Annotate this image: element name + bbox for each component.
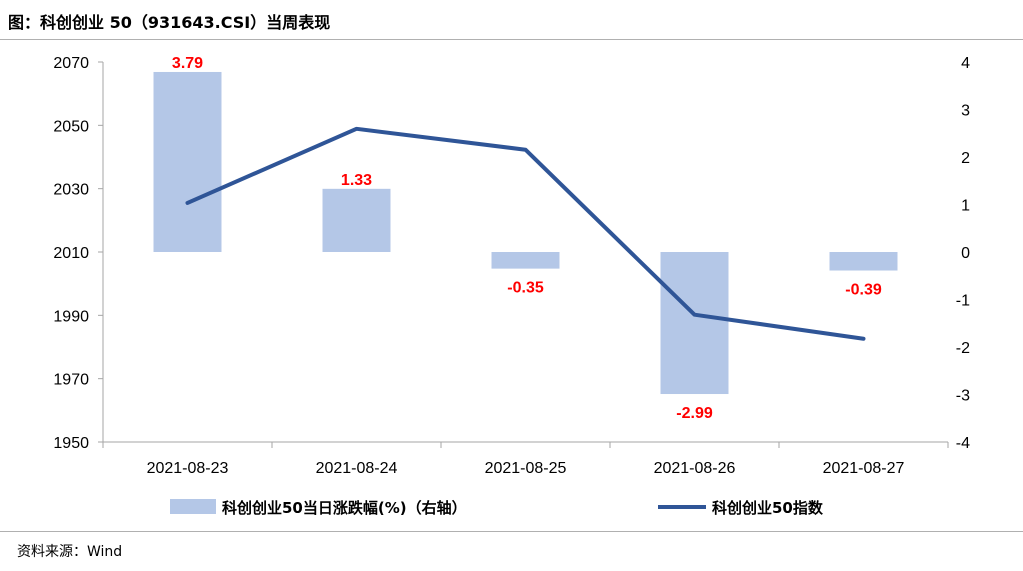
bar-data-label: 1.33: [341, 172, 372, 189]
data-labels: 3.79 1.33 -0.35 -2.99 -0.39: [172, 55, 882, 422]
footer: 资料来源：Wind: [0, 531, 1023, 571]
source-note: 资料来源：Wind: [17, 544, 123, 560]
bar-data-label: -0.35: [507, 280, 544, 297]
legend-line-label: 科创创业50指数: [712, 499, 824, 517]
right-axis-tick-label: -4: [956, 435, 970, 452]
legend-bar-swatch: [170, 499, 216, 514]
line-series: [185, 126, 866, 341]
bar-data-label: -0.39: [845, 282, 882, 299]
right-axis-tick-label: 4: [961, 55, 970, 72]
index-line: [185, 126, 866, 341]
bar: [660, 252, 729, 395]
x-axis-tick-label: 2021-08-23: [147, 460, 229, 477]
left-axis-tick-label: 1970: [53, 372, 89, 389]
x-axis-tick-label: 2021-08-27: [823, 460, 905, 477]
left-axis-tick-label: 1950: [53, 435, 89, 452]
left-axis-tick-label: 2070: [53, 55, 89, 72]
right-axis-tick-label: 3: [961, 103, 970, 120]
bar: [153, 71, 222, 252]
bar: [322, 188, 391, 252]
chart-axes: 2070 2050 2030 2010 1990 1970 1950 4 3 2 1 0 -1 -2 -3 -…: [53, 55, 970, 477]
chart-title: 图：科创创业 50（931643.CSI）当周表现: [8, 13, 331, 32]
legend-bar-label: 科创创业50当日涨跌幅(%)（右轴）: [222, 499, 467, 517]
legend: 科创创业50当日涨跌幅(%)（右轴） 科创创业50指数: [170, 499, 824, 517]
right-axis-tick-label: -1: [956, 293, 970, 310]
left-axis-tick-label: 2030: [53, 182, 89, 199]
title-bar: 图：科创创业 50（931643.CSI）当周表现: [0, 0, 1023, 40]
right-axis-tick-label: 2: [961, 150, 970, 167]
bar: [491, 252, 560, 269]
x-axis-tick-label: 2021-08-25: [485, 460, 567, 477]
left-axis-tick-label: 1990: [53, 308, 89, 325]
left-axis-tick-label: 2050: [53, 118, 89, 135]
right-axis-tick-label: 0: [961, 245, 970, 262]
right-axis-tick-label: 1: [961, 198, 970, 215]
bar: [829, 252, 898, 271]
right-axis-tick-label: -2: [956, 340, 970, 357]
x-axis-tick-label: 2021-08-26: [654, 460, 736, 477]
bar-data-label: 3.79: [172, 55, 203, 72]
right-axis-tick-label: -3: [956, 388, 970, 405]
chart: 2070 2050 2030 2010 1990 1970 1950 4 3 2 1 0 -1 -2 -3 -…: [53, 55, 970, 517]
bar-series: [153, 71, 898, 395]
bar-data-label: -2.99: [676, 405, 713, 422]
x-axis-tick-label: 2021-08-24: [316, 460, 398, 477]
left-axis-tick-label: 2010: [53, 245, 89, 262]
